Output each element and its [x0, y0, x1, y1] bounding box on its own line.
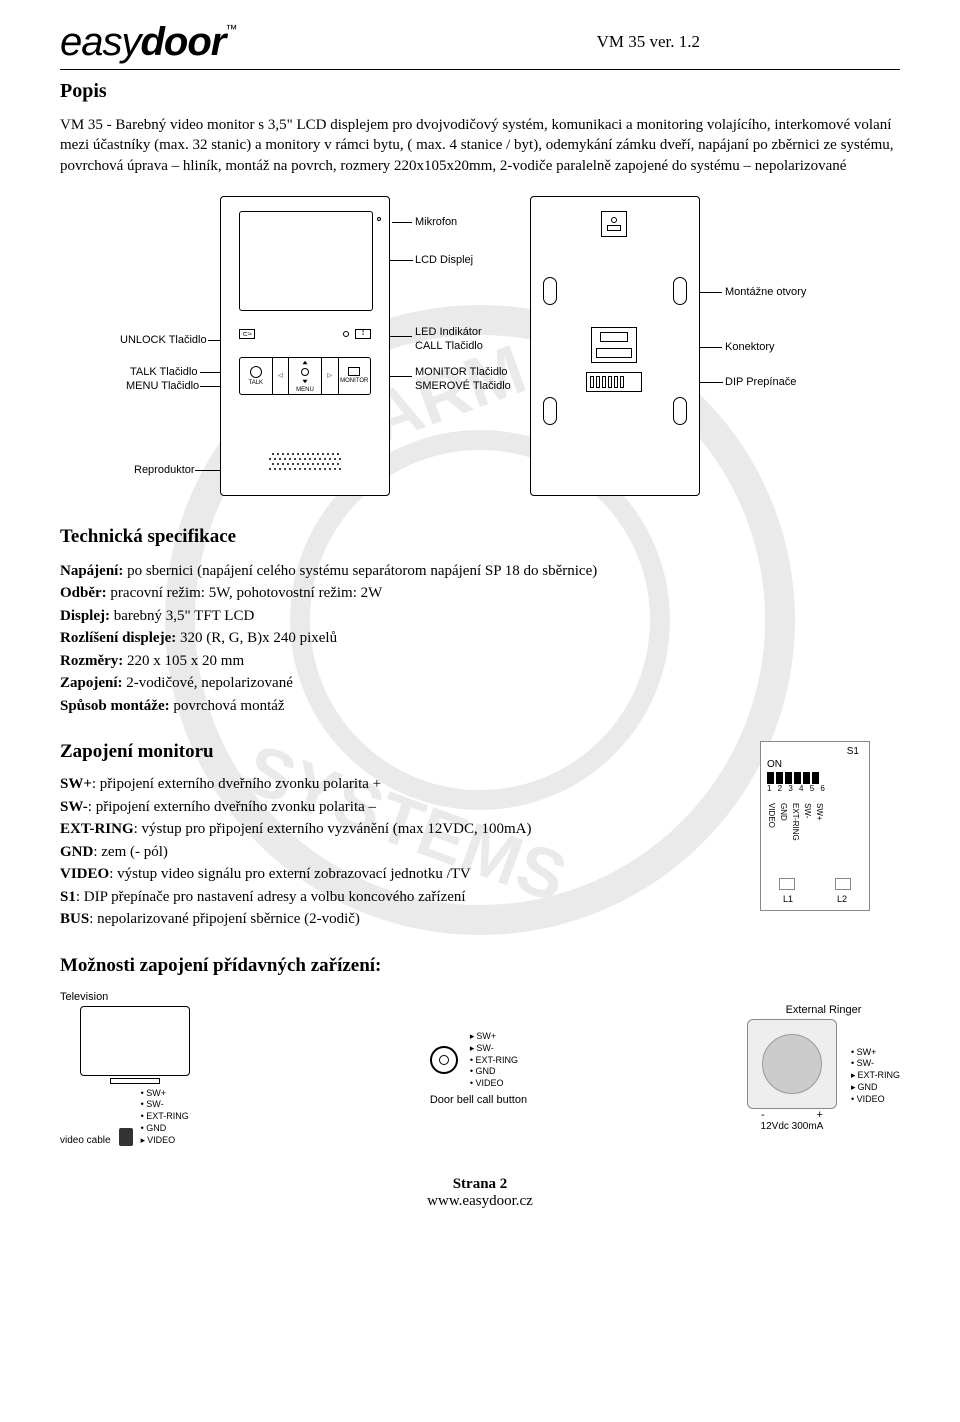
popis-heading: Popis: [60, 80, 900, 103]
s1-pin-label: EXT-RING: [791, 803, 800, 841]
logo-tm: ™: [225, 22, 236, 36]
s1-nums: 1 2 3 4 5 6: [761, 784, 869, 793]
monitor-button[interactable]: MONITOR: [339, 358, 371, 394]
led-icon: [343, 331, 349, 337]
connection-diagram: Television video cable SW+ SW- EXT-RING …: [60, 991, 900, 1146]
tv-diagram: Television video cable SW+ SW- EXT-RING …: [60, 991, 210, 1146]
call-icon: ⟟: [355, 329, 371, 339]
label-mont: Montážne otvory: [725, 286, 806, 298]
spec-line: Zapojení: 2-vodičové, nepolarizované: [60, 672, 900, 695]
button-row: TALK ◁ MENU ▷ MONITOR: [239, 357, 371, 395]
ringer-icon: [747, 1019, 837, 1109]
back-small-box-icon: [601, 211, 627, 237]
label-led: LED Indikátor: [415, 326, 482, 338]
device-diagram: UNLOCK Tlačidlo TALK Tlačidlo MENU Tlači…: [60, 196, 900, 496]
label-smerove: SMEROVÉ Tlačidlo: [415, 380, 511, 392]
monitor-label: MONITOR: [340, 378, 368, 384]
s1-on: ON: [761, 757, 869, 772]
s1-l1: L1: [783, 894, 793, 904]
ext-ringer-diagram: External Ringer - + 12Vdc 300mA SW+ SW- …: [747, 1004, 900, 1132]
s1-pin-label: SW+: [815, 803, 824, 841]
ext-ringer-label: External Ringer: [747, 1004, 900, 1016]
tech-heading: Technická specifikace: [60, 526, 900, 548]
logo-text-2: door: [141, 20, 226, 64]
ringer-volt: 12Vdc 300mA: [747, 1121, 837, 1132]
label-konekt: Konektory: [725, 341, 775, 353]
spec-line: Rozměry: 220 x 105 x 20 mm: [60, 650, 900, 673]
label-mikrofon: Mikrofon: [415, 216, 457, 228]
ringer-minus: -: [761, 1109, 765, 1121]
spec-line: Napájení: po sbernici (napájení celého s…: [60, 560, 900, 583]
doc-id: VM 35 ver. 1.2: [597, 32, 700, 52]
mount-hole-icon: [673, 397, 687, 425]
talk-button[interactable]: TALK: [240, 358, 273, 394]
page-header: easydoor™ VM 35 ver. 1.2: [60, 20, 900, 65]
speaker-grille: [256, 447, 354, 477]
tv-label: Television: [60, 991, 210, 1003]
label-talk: TALK Tlačidlo: [130, 366, 197, 378]
label-dip: DIP Prepínače: [725, 376, 796, 388]
spec-line: Odběr: pracovní režim: 5W, pohotovostní …: [60, 582, 900, 605]
footer-page: Strana 2: [453, 1176, 508, 1192]
ringer-plus: +: [817, 1109, 823, 1121]
connector-icon: [591, 327, 637, 363]
doorbell-diagram: ▸SW+ ▸SW- EXT-RING GND VIDEO Door bell c…: [430, 1031, 527, 1105]
mount-hole-icon: [543, 397, 557, 425]
spec-line: Displej: barebný 3,5" TFT LCD: [60, 605, 900, 628]
back-panel: [530, 196, 700, 496]
front-panel: ⊂≈ ⟟ TALK ◁ MENU: [220, 196, 390, 496]
mount-hole-icon: [673, 277, 687, 305]
tv-pin-list: SW+ SW- EXT-RING GND ▸VIDEO: [141, 1088, 189, 1146]
doorbell-icon: [430, 1046, 458, 1074]
s1-pin-label: SW-: [803, 803, 812, 841]
s1-title: S1: [761, 742, 869, 757]
footer-url: www.easydoor.cz: [60, 1193, 900, 1210]
spec-line: Rozlíšení displeje: 320 (R, G, B)x 240 p…: [60, 627, 900, 650]
video-cable-label: video cable: [60, 1135, 111, 1146]
menu-label: MENU: [296, 387, 314, 393]
doorbell-label: Door bell call button: [430, 1094, 527, 1106]
label-monitor: MONITOR Tlačidlo: [415, 366, 508, 378]
label-repro: Reproduktor: [134, 464, 195, 476]
s1-module-diagram: S1 ON 1 2 3 4 5 6 VIDEO GND EXT-RING SW-…: [760, 741, 870, 911]
mic-icon: [377, 217, 381, 221]
dip-switch-icon: [586, 372, 642, 392]
lcd-screen: [239, 211, 373, 311]
conn-line: BUS: nepolarizované připojení sběrnice (…: [60, 908, 900, 931]
popis-body: VM 35 - Barebný video monitor s 3,5" LCD…: [60, 115, 900, 176]
logo: easydoor™: [60, 20, 236, 65]
right-arrow-button[interactable]: ▷: [322, 358, 339, 394]
unlock-icon: ⊂≈: [239, 329, 255, 339]
header-rule: [60, 69, 900, 70]
spec-line: Spůsob montáže: povrchová montáž: [60, 695, 900, 718]
s1-pin-label: GND: [779, 803, 788, 841]
label-lcd: LCD Displej: [415, 254, 473, 266]
mount-hole-icon: [543, 277, 557, 305]
ringer-pin-list: SW+ SW- ▸EXT-RING ▸GND VIDEO: [851, 1047, 900, 1105]
left-arrow-button[interactable]: ◁: [273, 358, 290, 394]
top-icons: ⊂≈ ⟟: [239, 329, 371, 339]
talk-label: TALK: [248, 380, 263, 386]
doorbell-pin-list: ▸SW+ ▸SW- EXT-RING GND VIDEO: [470, 1031, 518, 1089]
s1-l2: L2: [837, 894, 847, 904]
tech-spec-list: Napájení: po sbernici (napájení celého s…: [60, 560, 900, 718]
label-call: CALL Tlačidlo: [415, 340, 483, 352]
label-menu: MENU Tlačidlo: [126, 380, 199, 392]
moznosti-heading: Možnosti zapojení přídavných zařízení:: [60, 955, 900, 977]
label-unlock: UNLOCK Tlačidlo: [120, 334, 207, 346]
s1-pin-label: VIDEO: [767, 803, 776, 841]
menu-button[interactable]: MENU: [289, 358, 322, 394]
page-footer: Strana 2 www.easydoor.cz: [60, 1176, 900, 1210]
logo-text-1: easy: [60, 20, 141, 64]
